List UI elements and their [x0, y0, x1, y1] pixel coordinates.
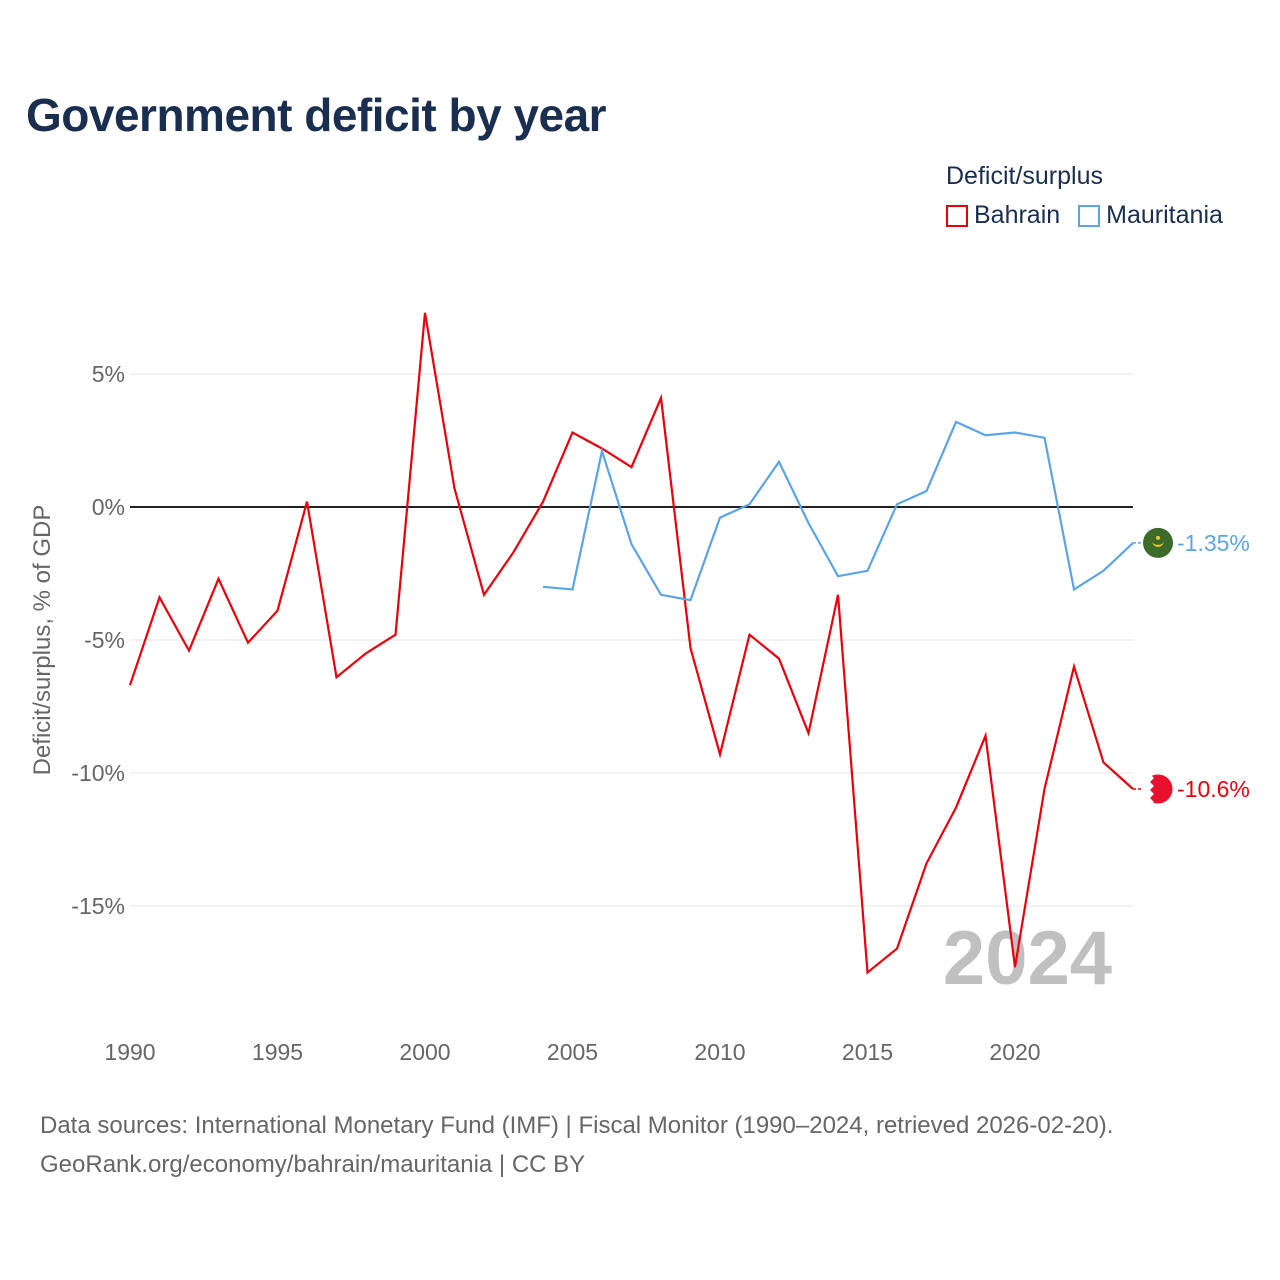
y-tick-label: 0%	[92, 494, 125, 520]
y-tick-label: -15%	[71, 893, 125, 919]
series-line-bahrain	[128, 312, 1134, 975]
end-value-label-bahrain: -10.6%	[1177, 776, 1250, 802]
x-tick-label: 2005	[547, 1039, 598, 1065]
credit-text: GeoRank.org/economy/bahrain/mauritania |…	[40, 1151, 586, 1178]
chart-title: Government deficit by year	[26, 89, 607, 141]
legend-label-mauritania: Mauritania	[1106, 201, 1223, 229]
chart-plot: 5% 0% -5% -10% -15% 1990 1995 2000 2005 2010 2015…	[29, 312, 1250, 1065]
y-tick-label: 5%	[92, 361, 125, 387]
legend-item-bahrain[interactable]: Bahrain	[946, 201, 1060, 230]
x-tick-label: 2000	[399, 1039, 450, 1065]
footer: Data sources: International Monetary Fun…	[40, 1106, 1113, 1184]
legend-swatch-bahrain	[946, 204, 968, 227]
y-tick-label: -5%	[84, 627, 125, 653]
year-watermark: 2024	[943, 916, 1112, 1001]
data-sources-text: Data sources: International Monetary Fun…	[40, 1112, 1114, 1139]
x-tick-label: 2020	[989, 1039, 1040, 1065]
x-tick-label: 2010	[694, 1039, 745, 1065]
x-tick-label: 1995	[252, 1039, 303, 1065]
bahrain-flag-icon	[1142, 773, 1174, 805]
y-axis-label: Deficit/surplus, % of GDP	[29, 505, 56, 776]
legend-label-bahrain: Bahrain	[974, 201, 1061, 229]
x-tick-label: 2015	[842, 1039, 893, 1065]
mauritania-flag-icon	[1143, 527, 1173, 558]
x-tick-label: 1990	[104, 1039, 155, 1065]
legend-title: Deficit/surplus	[946, 162, 1103, 190]
series-line-mauritania	[542, 420, 1134, 602]
legend-item-mauritania[interactable]: Mauritania	[1078, 201, 1223, 230]
end-value-label-mauritania: -1.35%	[1177, 530, 1250, 556]
legend: Deficit/surplus Bahrain Mauritania	[946, 162, 1223, 230]
y-tick-label: -10%	[71, 760, 125, 786]
legend-swatch-mauritania	[1078, 204, 1101, 227]
